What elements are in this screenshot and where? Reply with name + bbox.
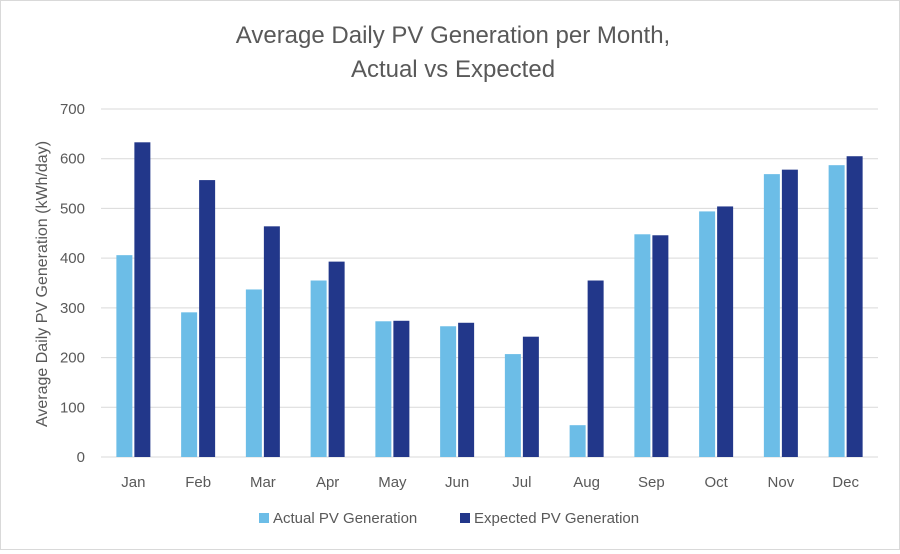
bar-expected-jun: [458, 322, 475, 457]
bar-actual-oct: [699, 211, 716, 457]
bar-expected-apr: [328, 261, 345, 457]
x-tick-label: Apr: [316, 474, 339, 491]
legend-label-actual: Actual PV Generation: [273, 510, 417, 527]
bar-actual-jun: [440, 326, 457, 457]
y-tick-label: 700: [60, 101, 85, 118]
chart-title-line1: Average Daily PV Generation per Month,: [236, 22, 670, 49]
bar-expected-jul: [522, 336, 539, 457]
x-tick-label: Jun: [445, 474, 469, 491]
bar-actual-sep: [634, 234, 651, 457]
y-tick-label: 300: [60, 300, 85, 317]
x-tick-label: Nov: [768, 474, 795, 491]
bars-group: [116, 142, 863, 458]
x-tick-label: May: [378, 474, 407, 491]
chart-title-line2: Actual vs Expected: [351, 56, 555, 83]
x-tick-label: Oct: [704, 474, 728, 491]
legend: Actual PV Generation Expected PV Generati…: [259, 510, 639, 527]
bar-expected-dec: [846, 156, 863, 457]
x-tick-label: Aug: [573, 474, 600, 491]
x-tick-label: Jan: [121, 474, 145, 491]
bar-actual-jan: [116, 255, 133, 457]
legend-swatch-expected: [460, 513, 470, 523]
y-tick-label: 0: [77, 449, 85, 466]
bar-actual-apr: [310, 280, 327, 457]
bar-expected-aug: [587, 280, 604, 457]
bar-expected-jan: [134, 142, 151, 457]
bar-actual-jul: [504, 354, 521, 457]
x-tick-label: Dec: [832, 474, 859, 491]
legend-label-expected: Expected PV Generation: [474, 510, 639, 527]
bar-expected-sep: [652, 235, 669, 457]
grid-lines: 0 100 200 300 400 500 600 700: [60, 101, 878, 466]
y-tick-label: 500: [60, 200, 85, 217]
bar-actual-aug: [569, 425, 586, 457]
legend-swatch-actual: [259, 513, 269, 523]
x-tick-label: Jul: [512, 474, 531, 491]
bar-actual-may: [375, 321, 392, 457]
bar-expected-mar: [263, 226, 280, 457]
y-tick-label: 200: [60, 350, 85, 367]
y-tick-label: 400: [60, 250, 85, 267]
bar-actual-mar: [245, 289, 262, 457]
bar-expected-nov: [781, 169, 798, 457]
bar-actual-dec: [828, 165, 845, 458]
x-tick-label: Mar: [250, 474, 276, 491]
bar-expected-may: [393, 320, 410, 457]
bar-expected-oct: [717, 206, 734, 457]
y-tick-label: 100: [60, 399, 85, 416]
bar-expected-feb: [199, 180, 216, 457]
bar-actual-nov: [763, 174, 780, 457]
y-axis-label: Average Daily PV Generation (kWh/day): [34, 141, 51, 427]
x-tick-labels: Jan Feb Mar Apr May Jun Jul Aug Sep Oct Nov Dec: [121, 474, 859, 491]
x-tick-label: Sep: [638, 474, 665, 491]
y-tick-label: 600: [60, 151, 85, 168]
bar-actual-feb: [181, 312, 198, 457]
x-tick-label: Feb: [185, 474, 211, 491]
